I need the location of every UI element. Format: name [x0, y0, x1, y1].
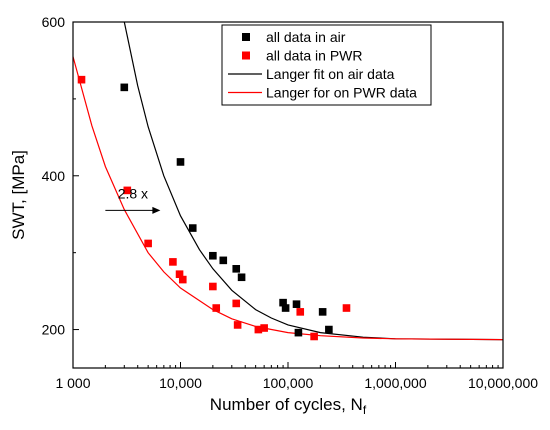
x-tick-label: 1 000 [55, 375, 90, 391]
all-data-in-pwr-point [233, 321, 242, 329]
all-data-in-air-point [176, 158, 185, 166]
legend-label: all data in PWR [266, 48, 362, 64]
x-axis-label-subscript: f [363, 403, 367, 417]
annotation-label: 2.8 x [118, 185, 148, 201]
legend: all data in air all data in PWR Langer fit… [221, 24, 432, 106]
legend-label: Langer fit on air data [266, 66, 395, 82]
x-tick-label: 10,000,000 [468, 375, 538, 391]
all-data-in-pwr-point [232, 299, 241, 308]
all-data-in-air-point [120, 83, 129, 92]
x-axis-label-text: Number of cycles, N [210, 395, 363, 414]
legend-item-langer-fit-on-air-data: Langer fit on air data [228, 66, 395, 82]
annotation: 2.8 x [105, 185, 161, 214]
all-data-in-pwr-point [123, 186, 132, 195]
all-data-in-pwr-point [144, 239, 152, 248]
all-data-in-pwr-point [209, 282, 217, 291]
annotation-arrowhead [152, 206, 161, 214]
all-data-in-pwr-point [169, 258, 177, 266]
x-tick-label: 100,000 [263, 375, 314, 391]
legend-marker [242, 33, 250, 41]
x-axis-label: Number of cycles, Nf [210, 395, 367, 417]
x-tick-label: 10,000 [159, 375, 202, 391]
legend-box [221, 24, 432, 106]
data-points [77, 75, 351, 341]
all-data-in-pwr-point [254, 325, 263, 334]
all-data-in-pwr-point [178, 275, 187, 284]
all-data-in-pwr-point [310, 332, 318, 341]
all-data-in-air-point [209, 251, 217, 260]
legend-marker [242, 51, 250, 60]
all-data-in-pwr-point [212, 304, 221, 312]
all-data-in-air-point [279, 298, 287, 307]
legend-item-all-data-in-pwr: all data in PWR [242, 48, 362, 64]
legend-label: Langer for on PWR data [266, 85, 417, 101]
all-data-in-pwr-point [260, 324, 268, 332]
langer-fit-on-air-data-line [123, 22, 503, 341]
x-tick-label: 1,000,000 [364, 375, 426, 391]
all-data-in-pwr-point [342, 304, 351, 312]
all-data-in-air-point [292, 300, 301, 308]
all-data-in-pwr-point [296, 308, 305, 316]
all-data-in-pwr-point [175, 270, 184, 278]
y-axis-label: SWT, [MPa] [9, 150, 28, 240]
legend-item-all-data-in-air: all data in air [242, 29, 346, 45]
legend-label: all data in air [266, 29, 346, 45]
all-data-in-air-point [232, 265, 241, 273]
all-data-in-air-point [281, 304, 290, 312]
y-tick-label: 600 [42, 14, 66, 30]
all-data-in-air-point [237, 273, 246, 282]
all-data-in-air-point [188, 224, 197, 232]
all-data-in-air-point [325, 325, 333, 334]
y-tick-label: 400 [42, 168, 66, 184]
all-data-in-pwr-point [77, 75, 86, 84]
all-data-in-air-point [294, 328, 303, 337]
all-data-in-air-point [318, 308, 327, 316]
all-data-in-air-point [219, 256, 228, 265]
y-tick-label: 200 [42, 322, 66, 338]
axis-ticks: 1 000 10,000 100,000 1,000,000 10,000,000 200… [42, 14, 539, 391]
legend-item-langer-for-on-pwr-data: Langer for on PWR data [228, 85, 417, 101]
